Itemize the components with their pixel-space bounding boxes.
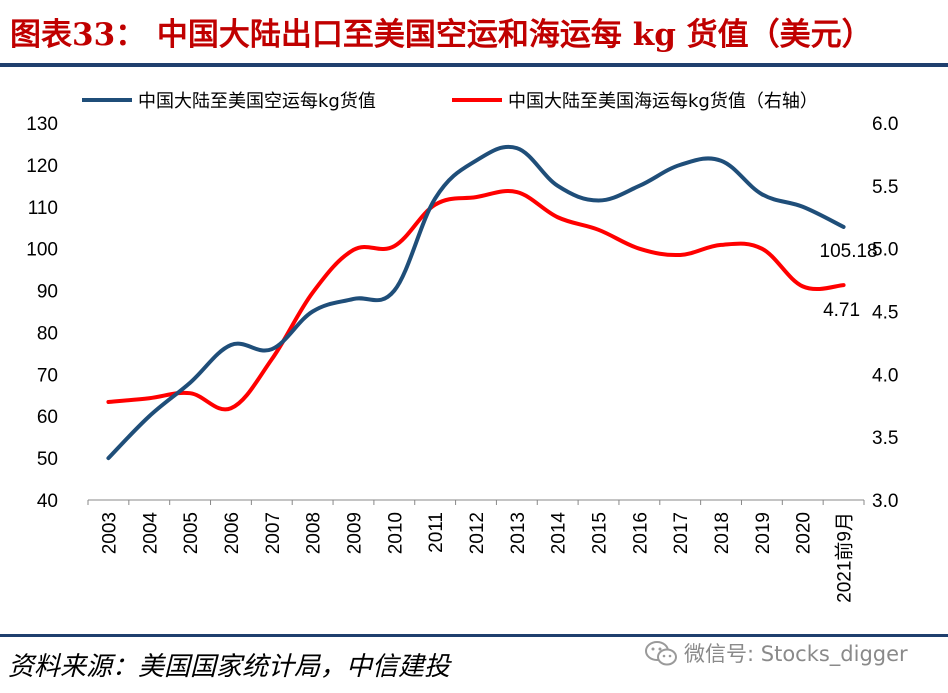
x-tick-label: 2007: [263, 512, 284, 554]
y-left-tick-label: 120: [26, 156, 58, 177]
legend-entry: 中国大陆至美国空运每kg货值: [138, 91, 376, 112]
y-left-tick-label: 80: [37, 323, 58, 344]
x-tick-label: 2021前9月: [834, 512, 856, 603]
x-tick-label: 2016: [630, 512, 651, 554]
y-left-tick-label: 130: [26, 114, 58, 135]
x-tick-label: 2020: [794, 512, 815, 554]
x-tick-label: 2012: [467, 512, 488, 554]
watermark-text: 微信号: Stocks_digger: [684, 642, 908, 666]
y-right-tick-label: 3.0: [872, 491, 898, 512]
source-note: 资料来源：美国国家统计局，中信建投: [8, 652, 451, 682]
y-right-tick-label: 4.5: [872, 303, 898, 324]
y-left-tick-label: 50: [37, 449, 58, 470]
chart-data-labels: 105.18 4.71: [820, 241, 878, 321]
x-tick-label: 2014: [549, 512, 570, 555]
legend-entry: 中国大陆至美国海运每kg货值（右轴）: [508, 91, 818, 112]
y-right-tick-label: 3.5: [872, 428, 898, 449]
x-tick-label: 2013: [508, 512, 529, 554]
y-left-tick-label: 110: [28, 198, 58, 219]
x-tick-label: 2004: [140, 512, 161, 555]
chart-legend: 中国大陆至美国空运每kg货值 中国大陆至美国海运每kg货值（右轴）: [82, 91, 818, 112]
x-tick-label: 2010: [385, 512, 406, 554]
chart-series: [106, 144, 846, 461]
chart-axes: 2003 2004 2005 2006 2007 2008 2009 2010 2011 2012…: [26, 114, 898, 603]
y-right-tick-label: 5.0: [872, 240, 898, 261]
title-bar: 图表33： 中国大陆出口至美国空运和海运每 kg 货值（美元）: [0, 0, 948, 62]
y-left-tick-label: 60: [37, 407, 58, 428]
y-right-tick-label: 4.0: [872, 365, 898, 386]
title-divider: [0, 63, 948, 67]
y-right-tick-label: 6.0: [872, 114, 898, 135]
x-tick-label: 2018: [712, 512, 733, 554]
y-left-tick-label: 40: [37, 491, 58, 512]
series-line-air: [106, 144, 846, 461]
data-label: 4.71: [823, 300, 860, 321]
x-tick-label: 2006: [222, 512, 243, 554]
x-tick-label: 2015: [590, 512, 611, 554]
y-left-tick-label: 100: [26, 240, 58, 261]
x-tick-label: 2005: [181, 512, 202, 554]
x-tick-label: 2017: [671, 512, 692, 554]
data-label: 105.18: [820, 241, 878, 262]
x-tick-label: 2003: [99, 512, 120, 554]
x-tick-label: 2008: [304, 512, 325, 554]
series-line-sea: [106, 189, 846, 412]
watermark: 微信号: Stocks_digger: [644, 634, 944, 674]
footer-divider: [0, 634, 948, 637]
x-tick-label: 2011: [426, 512, 447, 553]
y-right-tick-label: 5.5: [872, 177, 898, 198]
line-chart: 中国大陆至美国空运每kg货值 中国大陆至美国海运每kg货值（右轴） 2003 200…: [26, 91, 898, 603]
x-tick-label: 2009: [344, 512, 365, 554]
page-title: 图表33： 中国大陆出口至美国空运和海运每 kg 货值（美元）: [10, 17, 873, 53]
y-left-tick-label: 70: [37, 365, 58, 386]
x-tick-label: 2019: [753, 512, 774, 554]
y-left-tick-label: 90: [37, 282, 58, 303]
wechat-icon: [645, 641, 677, 666]
